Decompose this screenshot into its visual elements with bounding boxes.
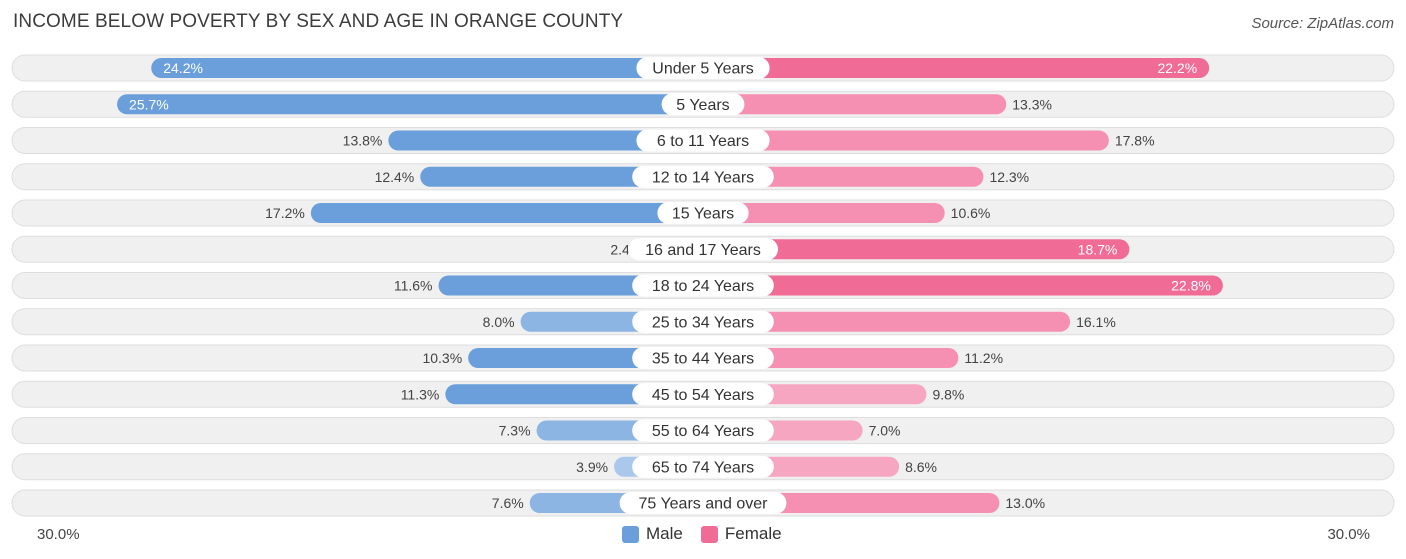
value-label-female: 9.8%	[932, 386, 964, 402]
value-label-female: 13.0%	[1005, 495, 1045, 511]
category-label: 15 Years	[672, 206, 734, 223]
category-label-background	[632, 310, 774, 333]
bar-male	[151, 58, 704, 78]
category-label-background	[632, 455, 774, 478]
category-label: 25 to 34 Years	[652, 314, 754, 331]
category-label-background	[657, 202, 749, 224]
value-label-female: 17.8%	[1115, 133, 1155, 149]
legend-swatch-female	[700, 525, 718, 543]
category-label: 5 Years	[676, 97, 729, 114]
bar-female	[703, 239, 1130, 260]
bar-male	[388, 130, 703, 151]
category-label: 75 Years and over	[639, 496, 769, 513]
value-label-female: 22.2%	[1157, 60, 1197, 76]
legend-swatch-male	[622, 525, 639, 543]
category-label: 55 to 64 Years	[652, 423, 754, 440]
legend-label-female: Female	[724, 524, 782, 543]
value-label-female: 10.6%	[951, 205, 991, 221]
category-label: 65 to 74 Years	[652, 459, 754, 476]
category-label-background	[636, 57, 770, 79]
axis-left-label: 30.0%	[37, 526, 80, 543]
category-label-background	[632, 165, 774, 188]
bar-female	[703, 203, 945, 223]
category-label: 16 and 17 Years	[645, 242, 761, 259]
category-label: Under 5 Years	[652, 61, 753, 78]
value-label-male: 25.7%	[129, 96, 169, 112]
value-label-male: 24.2%	[163, 60, 203, 76]
value-label-female: 8.6%	[905, 459, 937, 475]
category-label: 18 to 24 Years	[652, 278, 754, 295]
bar-female	[703, 311, 1071, 332]
value-label-male: 3.9%	[576, 459, 608, 475]
bar-female	[703, 166, 984, 187]
value-label-male: 12.4%	[375, 169, 415, 185]
value-label-male: 11.3%	[401, 386, 440, 402]
bar-male	[310, 203, 703, 223]
bar-male	[117, 94, 704, 115]
value-label-male: 7.6%	[492, 495, 524, 511]
category-label-background	[636, 129, 770, 152]
chart-source: Source: ZipAtlas.com	[1251, 15, 1394, 32]
legend-label-male: Male	[646, 524, 683, 543]
category-label: 12 to 14 Years	[652, 169, 754, 186]
value-label-male: 7.3%	[499, 423, 531, 439]
legend-item-male: Male	[622, 524, 683, 544]
category-label-background	[661, 93, 745, 116]
bar-female	[703, 130, 1109, 151]
category-label-background	[628, 238, 778, 261]
category-label-background	[632, 347, 774, 369]
bar-female	[703, 275, 1223, 296]
category-label: 6 to 11 Years	[657, 133, 749, 150]
category-label-background	[632, 419, 774, 442]
bar-male	[420, 166, 703, 187]
value-label-female: 18.7%	[1078, 241, 1118, 257]
value-label-female: 13.3%	[1012, 96, 1052, 112]
value-label-female: 7.0%	[869, 423, 901, 439]
value-label-male: 10.3%	[422, 350, 462, 366]
value-label-female: 22.8%	[1171, 278, 1211, 294]
value-label-male: 11.6%	[394, 278, 433, 294]
chart-legend: Male Female	[622, 524, 800, 544]
legend-item-female: Female	[700, 524, 782, 544]
value-label-male: 13.8%	[343, 133, 383, 149]
value-label-female: 11.2%	[964, 350, 1003, 366]
value-label-female: 16.1%	[1076, 314, 1116, 330]
category-label-background	[632, 274, 774, 297]
bar-female	[703, 94, 1007, 115]
value-label-female: 12.3%	[989, 169, 1029, 185]
chart-title: INCOME BELOW POVERTY BY SEX AND AGE IN O…	[13, 11, 624, 32]
bar-female	[703, 58, 1210, 78]
value-label-male: 17.2%	[265, 205, 305, 221]
value-label-male: 8.0%	[483, 314, 515, 330]
category-label-background	[619, 492, 787, 514]
axis-right-label: 30.0%	[1327, 526, 1370, 543]
category-label-background	[632, 383, 774, 406]
category-label: 45 to 54 Years	[652, 387, 754, 404]
category-label: 35 to 44 Years	[652, 351, 754, 368]
